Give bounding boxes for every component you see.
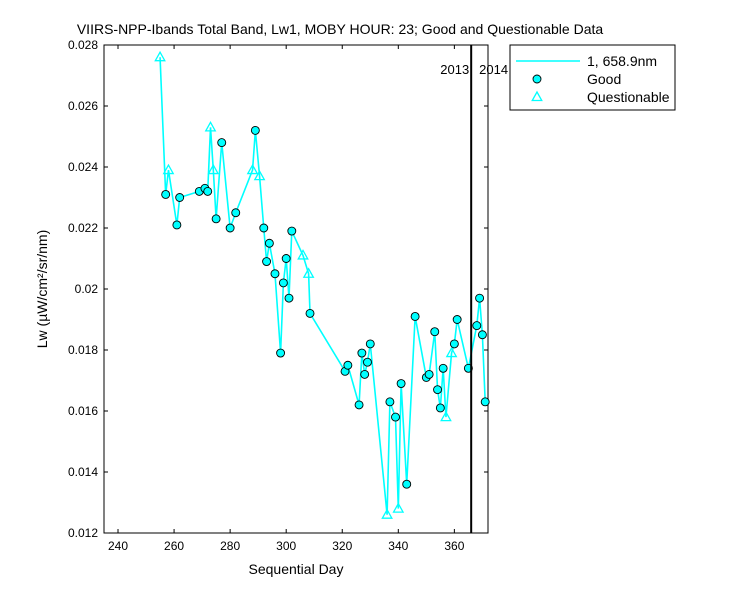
good-point (391, 412, 400, 422)
good-point (161, 189, 171, 199)
good-point (438, 363, 448, 373)
good-point (278, 278, 288, 288)
good-point (433, 385, 442, 395)
questionable-point (207, 163, 220, 175)
good-point (225, 223, 235, 233)
good-point (363, 357, 372, 367)
year-label-right: 2014 (479, 62, 508, 77)
legend-triangle-swatch (531, 90, 543, 102)
y-tick-label: 0.018 (68, 343, 98, 357)
good-point (305, 308, 315, 318)
good-point (211, 214, 221, 224)
y-axis-label: Lw (µW/cm²/sr/nm) (34, 230, 50, 349)
x-tick-label: 340 (388, 539, 408, 553)
good-point (480, 397, 490, 407)
x-tick-label: 320 (332, 539, 352, 553)
questionable-point (154, 50, 166, 62)
x-axis: 240 260 280 300 320 340 360 (108, 45, 465, 553)
good-point (276, 348, 286, 358)
questionable-point (392, 502, 405, 513)
good-point (360, 369, 370, 379)
legend-label: Questionable (587, 89, 670, 105)
questionable-point (204, 121, 217, 132)
legend-label: 1, 658.9nm (587, 53, 657, 69)
good-point (402, 479, 412, 489)
x-tick-label: 260 (164, 539, 184, 553)
questionable-point (445, 346, 458, 358)
series-line (159, 57, 486, 515)
y-tick-label: 0.016 (68, 404, 98, 418)
year-label-left: 2013 (440, 62, 469, 77)
good-point (449, 339, 459, 349)
good-point (385, 397, 395, 407)
good-point (435, 403, 445, 413)
legend-circle-swatch (532, 74, 542, 84)
y-tick-label: 0.026 (68, 99, 98, 113)
good-point (264, 238, 274, 248)
questionable-point (297, 249, 309, 260)
good-point (231, 208, 241, 218)
x-tick-label: 300 (276, 539, 296, 553)
good-point (343, 360, 353, 370)
good-point (172, 220, 182, 230)
y-tick-label: 0.022 (68, 221, 98, 235)
good-point (287, 226, 297, 236)
series-layer (154, 50, 490, 519)
y-tick-label: 0.028 (68, 38, 98, 52)
questionable-point (302, 267, 315, 278)
good-point (354, 400, 364, 410)
legend: 1, 658.9nm Good Questionable (509, 44, 676, 111)
good-point (396, 379, 406, 388)
good-point (175, 193, 185, 202)
good-point (262, 257, 272, 266)
y-tick-label: 0.02 (75, 282, 99, 296)
plot-area (103, 44, 489, 534)
good-point (357, 348, 367, 358)
good-point (217, 138, 227, 148)
good-point (475, 293, 485, 303)
questionable-point (246, 163, 259, 175)
good-point (365, 339, 375, 349)
x-tick-label: 360 (444, 539, 464, 553)
y-tick-label: 0.014 (68, 465, 98, 479)
y-axis: 0.012 0.014 0.016 0.018 0.02 0.022 0.024 0.026 0… (68, 38, 488, 540)
x-tick-label: 240 (108, 539, 128, 553)
x-tick-label: 280 (220, 539, 240, 553)
questionable-point (440, 410, 452, 422)
good-point (250, 125, 260, 135)
year-divider: 2013 2014 (440, 45, 508, 533)
good-point (281, 254, 291, 263)
legend-label: Good (587, 71, 621, 87)
good-point (410, 312, 420, 321)
good-point (203, 186, 213, 196)
good-point (259, 223, 269, 233)
x-axis-label: Sequential Day (249, 561, 344, 577)
chart-title: VIIRS-NPP-Ibands Total Band, Lw1, MOBY H… (77, 21, 604, 37)
good-point (270, 269, 280, 279)
good-point (430, 327, 440, 337)
good-point (452, 315, 462, 324)
y-tick-label: 0.012 (68, 526, 98, 540)
good-point (424, 369, 434, 379)
good-point (472, 321, 482, 331)
questionable-point (253, 169, 266, 181)
good-point (284, 293, 294, 303)
questionable-point (162, 163, 175, 175)
y-tick-label: 0.024 (68, 160, 98, 174)
good-point (477, 330, 487, 340)
questionable-point (381, 508, 393, 519)
